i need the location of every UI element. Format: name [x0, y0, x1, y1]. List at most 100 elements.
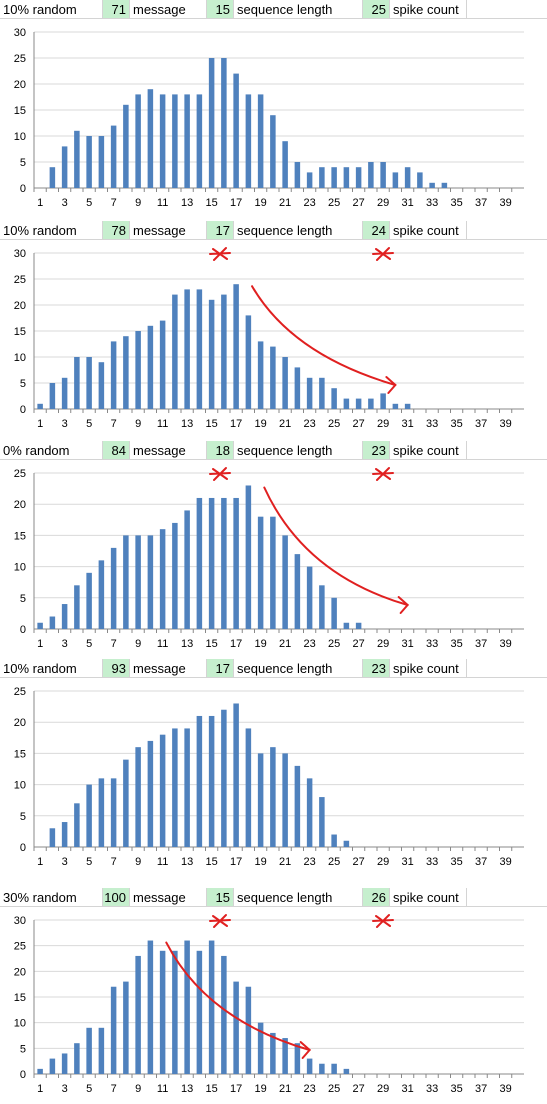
panel-header: 10% random 78 message 17 sequence length… — [0, 221, 547, 240]
y-tick-label: 15 — [14, 105, 26, 117]
sequence-length-value[interactable]: 15 — [207, 0, 234, 19]
x-tick-label: 15 — [206, 418, 218, 430]
sequence-length-value[interactable]: 17 — [207, 221, 234, 240]
sequence-length-label[interactable]: sequence length — [234, 441, 363, 460]
y-tick-label: 20 — [14, 499, 26, 511]
x-tick-label: 5 — [86, 856, 92, 868]
bar — [306, 566, 313, 629]
random-label[interactable]: 0% random — [0, 441, 103, 460]
spike-count-label[interactable]: spike count — [390, 0, 467, 19]
bar — [306, 172, 313, 188]
bar — [306, 778, 313, 847]
spike-count-value[interactable]: 26 — [363, 888, 390, 907]
spike-count-value[interactable]: 23 — [363, 441, 390, 460]
spike-count-value[interactable]: 24 — [363, 221, 390, 240]
bar — [74, 130, 80, 188]
spike-count-label[interactable]: spike count — [390, 221, 467, 240]
sequence-length-label[interactable]: sequence length — [234, 221, 363, 240]
bar — [74, 803, 80, 847]
bar — [196, 94, 203, 188]
empty-cell[interactable] — [467, 221, 547, 240]
bar — [159, 320, 166, 409]
bar — [208, 58, 215, 188]
message-label[interactable]: message — [130, 221, 207, 240]
message-value[interactable]: 71 — [103, 0, 130, 19]
bar — [270, 1032, 276, 1074]
x-tick-label: 7 — [111, 1083, 117, 1095]
sequence-length-label[interactable]: sequence length — [234, 888, 363, 907]
bar — [184, 940, 190, 1074]
message-label[interactable]: message — [130, 659, 207, 678]
x-tick-label: 11 — [157, 638, 168, 650]
bar — [233, 497, 239, 629]
x-tick-label: 11 — [157, 418, 168, 430]
bar — [98, 1027, 105, 1074]
bar — [343, 622, 350, 629]
x-tick-label: 35 — [451, 638, 463, 650]
message-value[interactable]: 100 — [103, 888, 130, 907]
bar — [245, 986, 252, 1074]
sequence-length-label[interactable]: sequence length — [234, 0, 363, 19]
message-label[interactable]: message — [130, 888, 207, 907]
bar — [135, 535, 141, 629]
empty-cell[interactable] — [467, 888, 547, 907]
spike-count-label[interactable]: spike count — [390, 659, 467, 678]
spike-count-label[interactable]: spike count — [390, 888, 467, 907]
bar — [355, 398, 362, 409]
empty-cell[interactable] — [467, 441, 547, 460]
random-label[interactable]: 10% random — [0, 221, 103, 240]
spike-count-label[interactable]: spike count — [390, 441, 467, 460]
sequence-length-value[interactable]: 18 — [207, 441, 234, 460]
message-label[interactable]: message — [130, 0, 207, 19]
bar — [233, 73, 239, 188]
bar — [331, 388, 337, 409]
message-value[interactable]: 84 — [103, 441, 130, 460]
empty-cell[interactable] — [467, 659, 547, 678]
cross-mark — [209, 467, 231, 481]
bar — [282, 753, 288, 847]
x-tick-label: 25 — [328, 197, 340, 209]
bar — [294, 554, 301, 629]
message-value[interactable]: 93 — [103, 659, 130, 678]
bar — [221, 709, 227, 847]
random-label[interactable]: 10% random — [0, 0, 103, 19]
bar — [110, 778, 117, 847]
bar — [37, 1068, 43, 1074]
bar — [147, 535, 154, 629]
x-tick-label: 35 — [451, 1083, 463, 1095]
panel-header: 30% random 100 message 15 sequence lengt… — [0, 888, 547, 907]
empty-cell[interactable] — [467, 0, 547, 19]
bar — [123, 981, 129, 1074]
chart-panel-5: 30% random 100 message 15 sequence lengt… — [0, 888, 547, 1104]
bar — [159, 950, 166, 1074]
x-tick-label: 5 — [86, 197, 92, 209]
x-tick-label: 9 — [135, 1083, 141, 1095]
bar — [123, 759, 129, 847]
chart-panel-3: 0% random 84 message 18 sequence length … — [0, 441, 547, 661]
spike-count-value[interactable]: 23 — [363, 659, 390, 678]
x-tick-label: 37 — [475, 1083, 487, 1095]
x-tick-label: 1 — [37, 197, 43, 209]
bar — [355, 167, 362, 188]
bar — [159, 734, 166, 847]
bar — [98, 362, 105, 409]
y-tick-label: 10 — [14, 562, 26, 574]
bar — [123, 336, 129, 409]
y-tick-label: 15 — [14, 992, 26, 1004]
bar — [221, 58, 227, 188]
y-tick-label: 25 — [14, 468, 26, 480]
sequence-length-label[interactable]: sequence length — [234, 659, 363, 678]
trend-arrow — [263, 486, 409, 606]
message-label[interactable]: message — [130, 441, 207, 460]
sequence-length-value[interactable]: 15 — [207, 888, 234, 907]
x-tick-label: 1 — [37, 638, 43, 650]
random-label[interactable]: 30% random — [0, 888, 103, 907]
bar — [441, 182, 448, 188]
sequence-length-value[interactable]: 17 — [207, 659, 234, 678]
bar — [282, 141, 288, 188]
spike-count-value[interactable]: 25 — [363, 0, 390, 19]
message-value[interactable]: 78 — [103, 221, 130, 240]
bar — [257, 753, 264, 847]
random-label[interactable]: 10% random — [0, 659, 103, 678]
